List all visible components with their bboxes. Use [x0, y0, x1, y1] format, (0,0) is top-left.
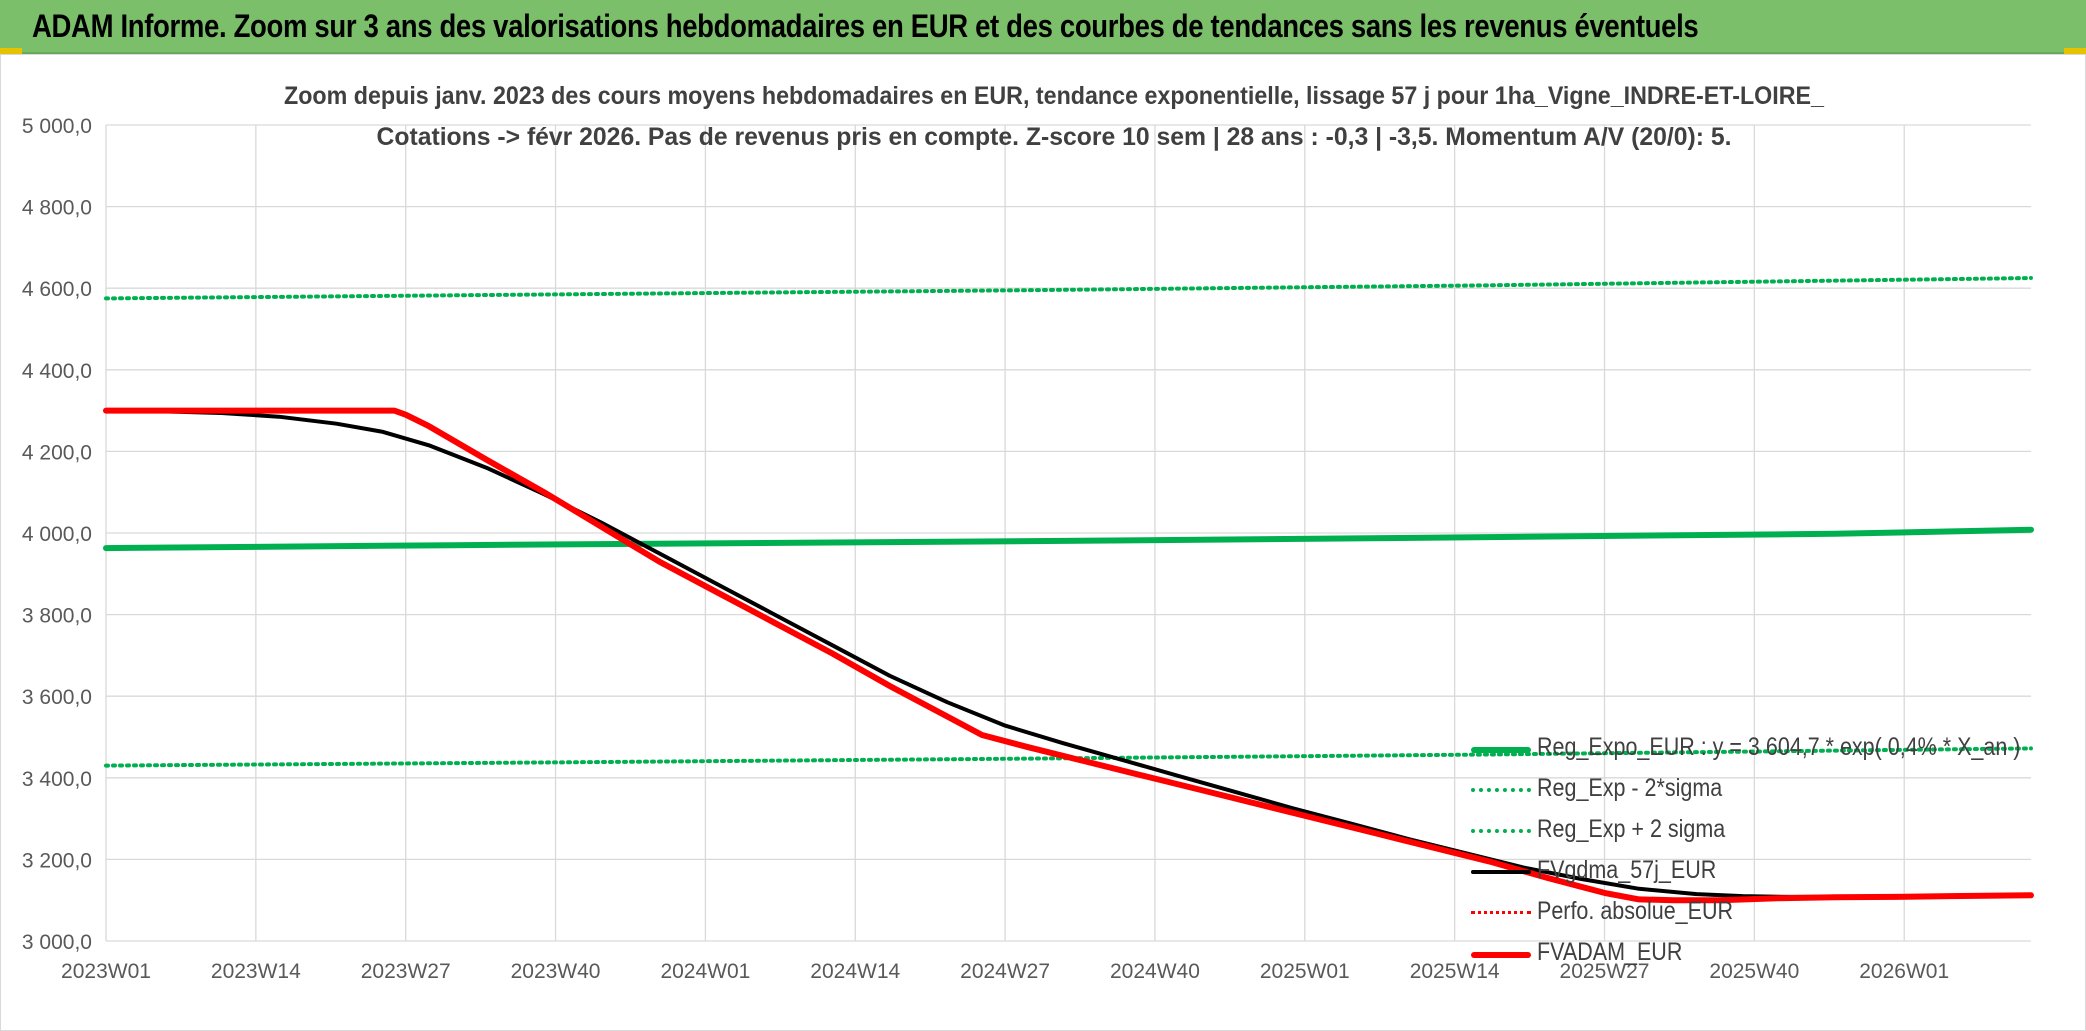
- legend-label: Reg_Expo_EUR : y = 3 604,7 * exp( 0,4% *…: [1537, 733, 2021, 761]
- legend-item: Reg_Exp - 2*sigma: [1471, 770, 2081, 811]
- report-title: ADAM Informe. Zoom sur 3 ans des valoris…: [32, 8, 1699, 44]
- y-tick-label: 4 600,0: [22, 278, 92, 301]
- y-tick-label: 3 200,0: [22, 849, 92, 872]
- legend-swatch: [1471, 829, 1531, 833]
- line-chart: 3 000,0 3 200,0 3 400,0 3 600,0 3 800,0 4 000…: [22, 82, 2034, 983]
- chart-title-line1: Zoom depuis janv. 2023 des cours moyens …: [284, 82, 1825, 110]
- legend-label: FVADAM_EUR: [1537, 938, 1683, 966]
- x-tick-label: 2025W14: [1410, 960, 1500, 983]
- y-tick-label: 3 000,0: [22, 931, 92, 954]
- x-tick-label: 2024W27: [960, 960, 1050, 983]
- legend-item: Reg_Expo_EUR : y = 3 604,7 * exp( 0,4% *…: [1471, 729, 2081, 770]
- y-axis-tick-labels: 3 000,0 3 200,0 3 400,0 3 600,0 3 800,0 4 000…: [22, 115, 92, 954]
- legend-swatch: [1471, 870, 1531, 874]
- banner-accent-right: [2064, 48, 2086, 54]
- y-tick-label: 4 800,0: [22, 197, 92, 220]
- y-tick-label: 3 800,0: [22, 605, 92, 628]
- chart-area: 3 000,0 3 200,0 3 400,0 3 600,0 3 800,0 4 000…: [0, 54, 2086, 1031]
- chart-legend: Reg_Expo_EUR : y = 3 604,7 * exp( 0,4% *…: [1471, 729, 2081, 975]
- legend-swatch: [1471, 788, 1531, 792]
- legend-item: FVgdma_57j_EUR: [1471, 852, 2081, 893]
- legend-item: Reg_Exp + 2 sigma: [1471, 811, 2081, 852]
- x-tick-label: 2023W40: [511, 960, 601, 983]
- x-tick-label: 2023W27: [361, 960, 451, 983]
- y-tick-label: 5 000,0: [22, 115, 92, 138]
- series-line-6: [103, 407, 2034, 904]
- series-line-2: [104, 746, 2033, 768]
- y-tick-label: 3 600,0: [22, 686, 92, 709]
- x-tick-label: 2025W40: [1709, 960, 1799, 983]
- x-tick-label: 2023W01: [61, 960, 151, 983]
- y-tick-label: 4 200,0: [22, 441, 92, 464]
- y-tick-label: 4 000,0: [22, 523, 92, 546]
- chart-title-line2: Cotations -> févr 2026. Pas de revenus p…: [377, 123, 1732, 151]
- legend-swatch: [1471, 911, 1531, 914]
- legend-item: Perfo. absolue_EUR: [1471, 893, 2081, 934]
- legend-item: FVADAM_EUR: [1471, 934, 2081, 975]
- y-tick-label: 3 400,0: [22, 768, 92, 791]
- x-tick-label: 2023W14: [211, 960, 301, 983]
- legend-label: Reg_Exp - 2*sigma: [1537, 774, 1723, 802]
- x-tick-label: 2025W01: [1260, 960, 1350, 983]
- grid-layer: [105, 124, 2031, 942]
- report-banner: ADAM Informe. Zoom sur 3 ans des valoris…: [0, 0, 2086, 54]
- x-tick-label: 2025W27: [1560, 960, 1650, 983]
- legend-swatch: [1471, 747, 1531, 753]
- legend-label: FVgdma_57j_EUR: [1537, 856, 1717, 884]
- series-line-4: [104, 408, 2033, 899]
- y-tick-label: 4 400,0: [22, 360, 92, 383]
- series-line-3: [104, 276, 2033, 301]
- series-layer: [103, 276, 2034, 904]
- banner-accent-left: [0, 48, 22, 54]
- legend-label: Perfo. absolue_EUR: [1537, 897, 1733, 925]
- x-tick-label: 2024W14: [810, 960, 900, 983]
- legend-swatch: [1471, 952, 1531, 958]
- legend-label: Reg_Exp + 2 sigma: [1537, 815, 1726, 843]
- x-axis-tick-labels: 2023W01 2023W14 2023W27 2023W40 2024W01 2024W…: [61, 960, 1949, 983]
- x-tick-label: 2024W40: [1110, 960, 1200, 983]
- x-tick-label: 2026W01: [1859, 960, 1949, 983]
- series-line-1: [103, 526, 2034, 552]
- x-tick-label: 2024W01: [660, 960, 750, 983]
